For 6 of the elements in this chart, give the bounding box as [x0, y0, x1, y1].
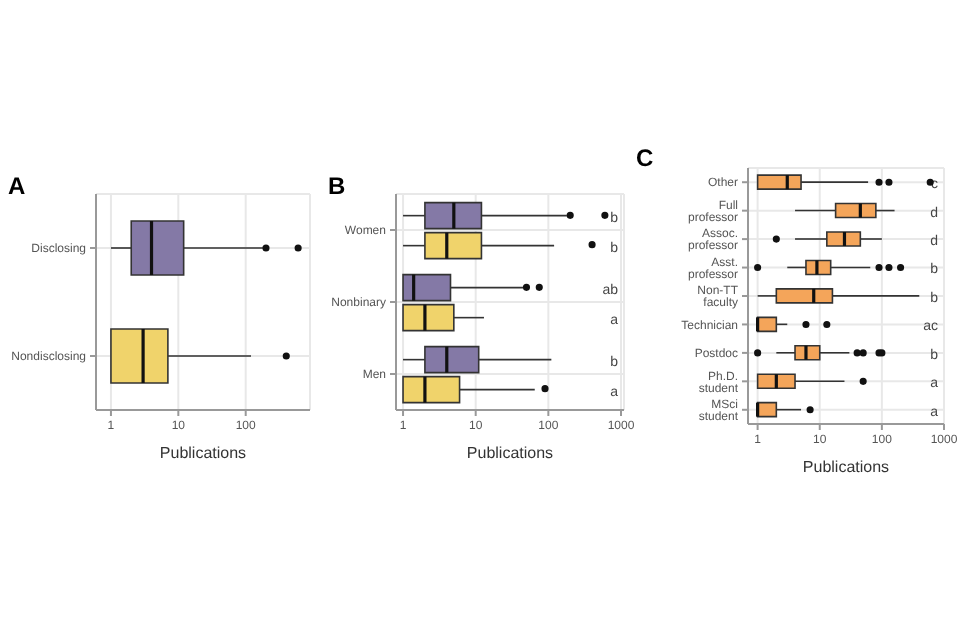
- chart-title: A: [8, 172, 26, 200]
- chart-title: C: [636, 144, 654, 172]
- chart-title: B: [328, 172, 346, 200]
- x-axis-title: Publications: [802, 458, 890, 476]
- x-axis-title: Publications: [159, 444, 247, 462]
- x-axis-title: Publications: [466, 444, 554, 462]
